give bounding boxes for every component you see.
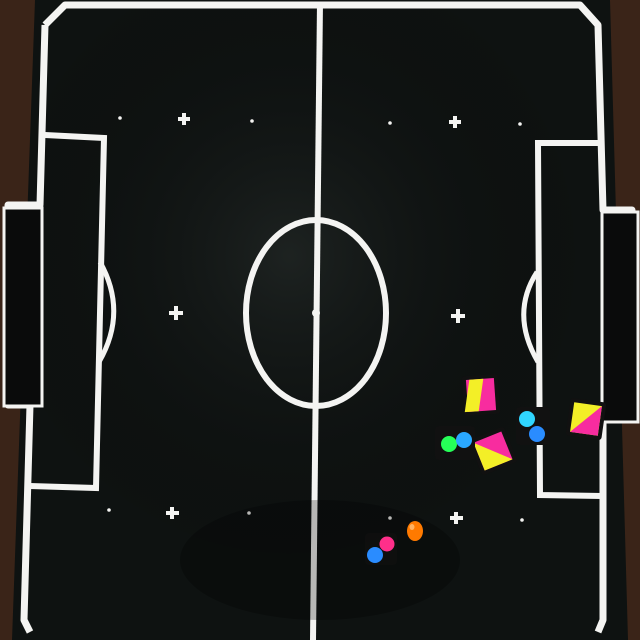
right-goal-box xyxy=(600,210,640,424)
neutral-spot-bottom-left xyxy=(166,507,179,519)
field-lighting xyxy=(12,0,628,640)
neutral-spot-bottom-right xyxy=(450,512,463,524)
robot-marker-pink xyxy=(570,406,602,436)
left-goal-box xyxy=(2,206,44,408)
right-penalty-arc xyxy=(521,270,541,364)
small-dot xyxy=(118,116,122,120)
center-circle xyxy=(243,217,389,409)
robot-yellow-pink-3 xyxy=(565,398,607,440)
neutral-spot-top-right xyxy=(449,116,461,128)
camera-reflection xyxy=(180,500,460,620)
robot-green-blue xyxy=(435,426,475,460)
robot-dot-green xyxy=(441,436,457,452)
robot-pink-yellow-1 xyxy=(461,373,501,417)
field-marks xyxy=(107,113,524,524)
small-dot xyxy=(107,508,111,512)
robot-pink-blue xyxy=(365,533,397,565)
small-dot xyxy=(250,119,254,123)
ball-highlight xyxy=(409,524,415,530)
robot-marker-yellow xyxy=(473,442,513,471)
small-dot xyxy=(388,121,392,125)
robot-marker-yellow xyxy=(464,378,484,413)
robot-dot-cyan xyxy=(519,411,535,427)
neutral-spot-mid-left xyxy=(169,306,183,320)
robot-dot-blue xyxy=(529,426,545,442)
right-penalty-area xyxy=(534,140,603,499)
left-penalty-area xyxy=(29,132,108,492)
center-spot xyxy=(312,309,320,317)
small-dot xyxy=(247,511,251,515)
orange-ball xyxy=(407,521,423,541)
robot-cyan-blue xyxy=(516,407,550,445)
small-dot xyxy=(520,518,524,522)
neutral-spot-top-left xyxy=(178,113,190,125)
robot-dot-blue xyxy=(367,547,383,563)
small-dot xyxy=(388,516,392,520)
robot-pink-yellow-2 xyxy=(469,427,517,475)
robot-dot-pink xyxy=(379,536,395,552)
left-penalty-arc xyxy=(96,260,117,364)
robot-dot-blue xyxy=(456,432,472,448)
small-dot xyxy=(518,122,522,126)
neutral-spot-mid-right xyxy=(451,309,465,323)
halfway-line xyxy=(310,1,323,640)
